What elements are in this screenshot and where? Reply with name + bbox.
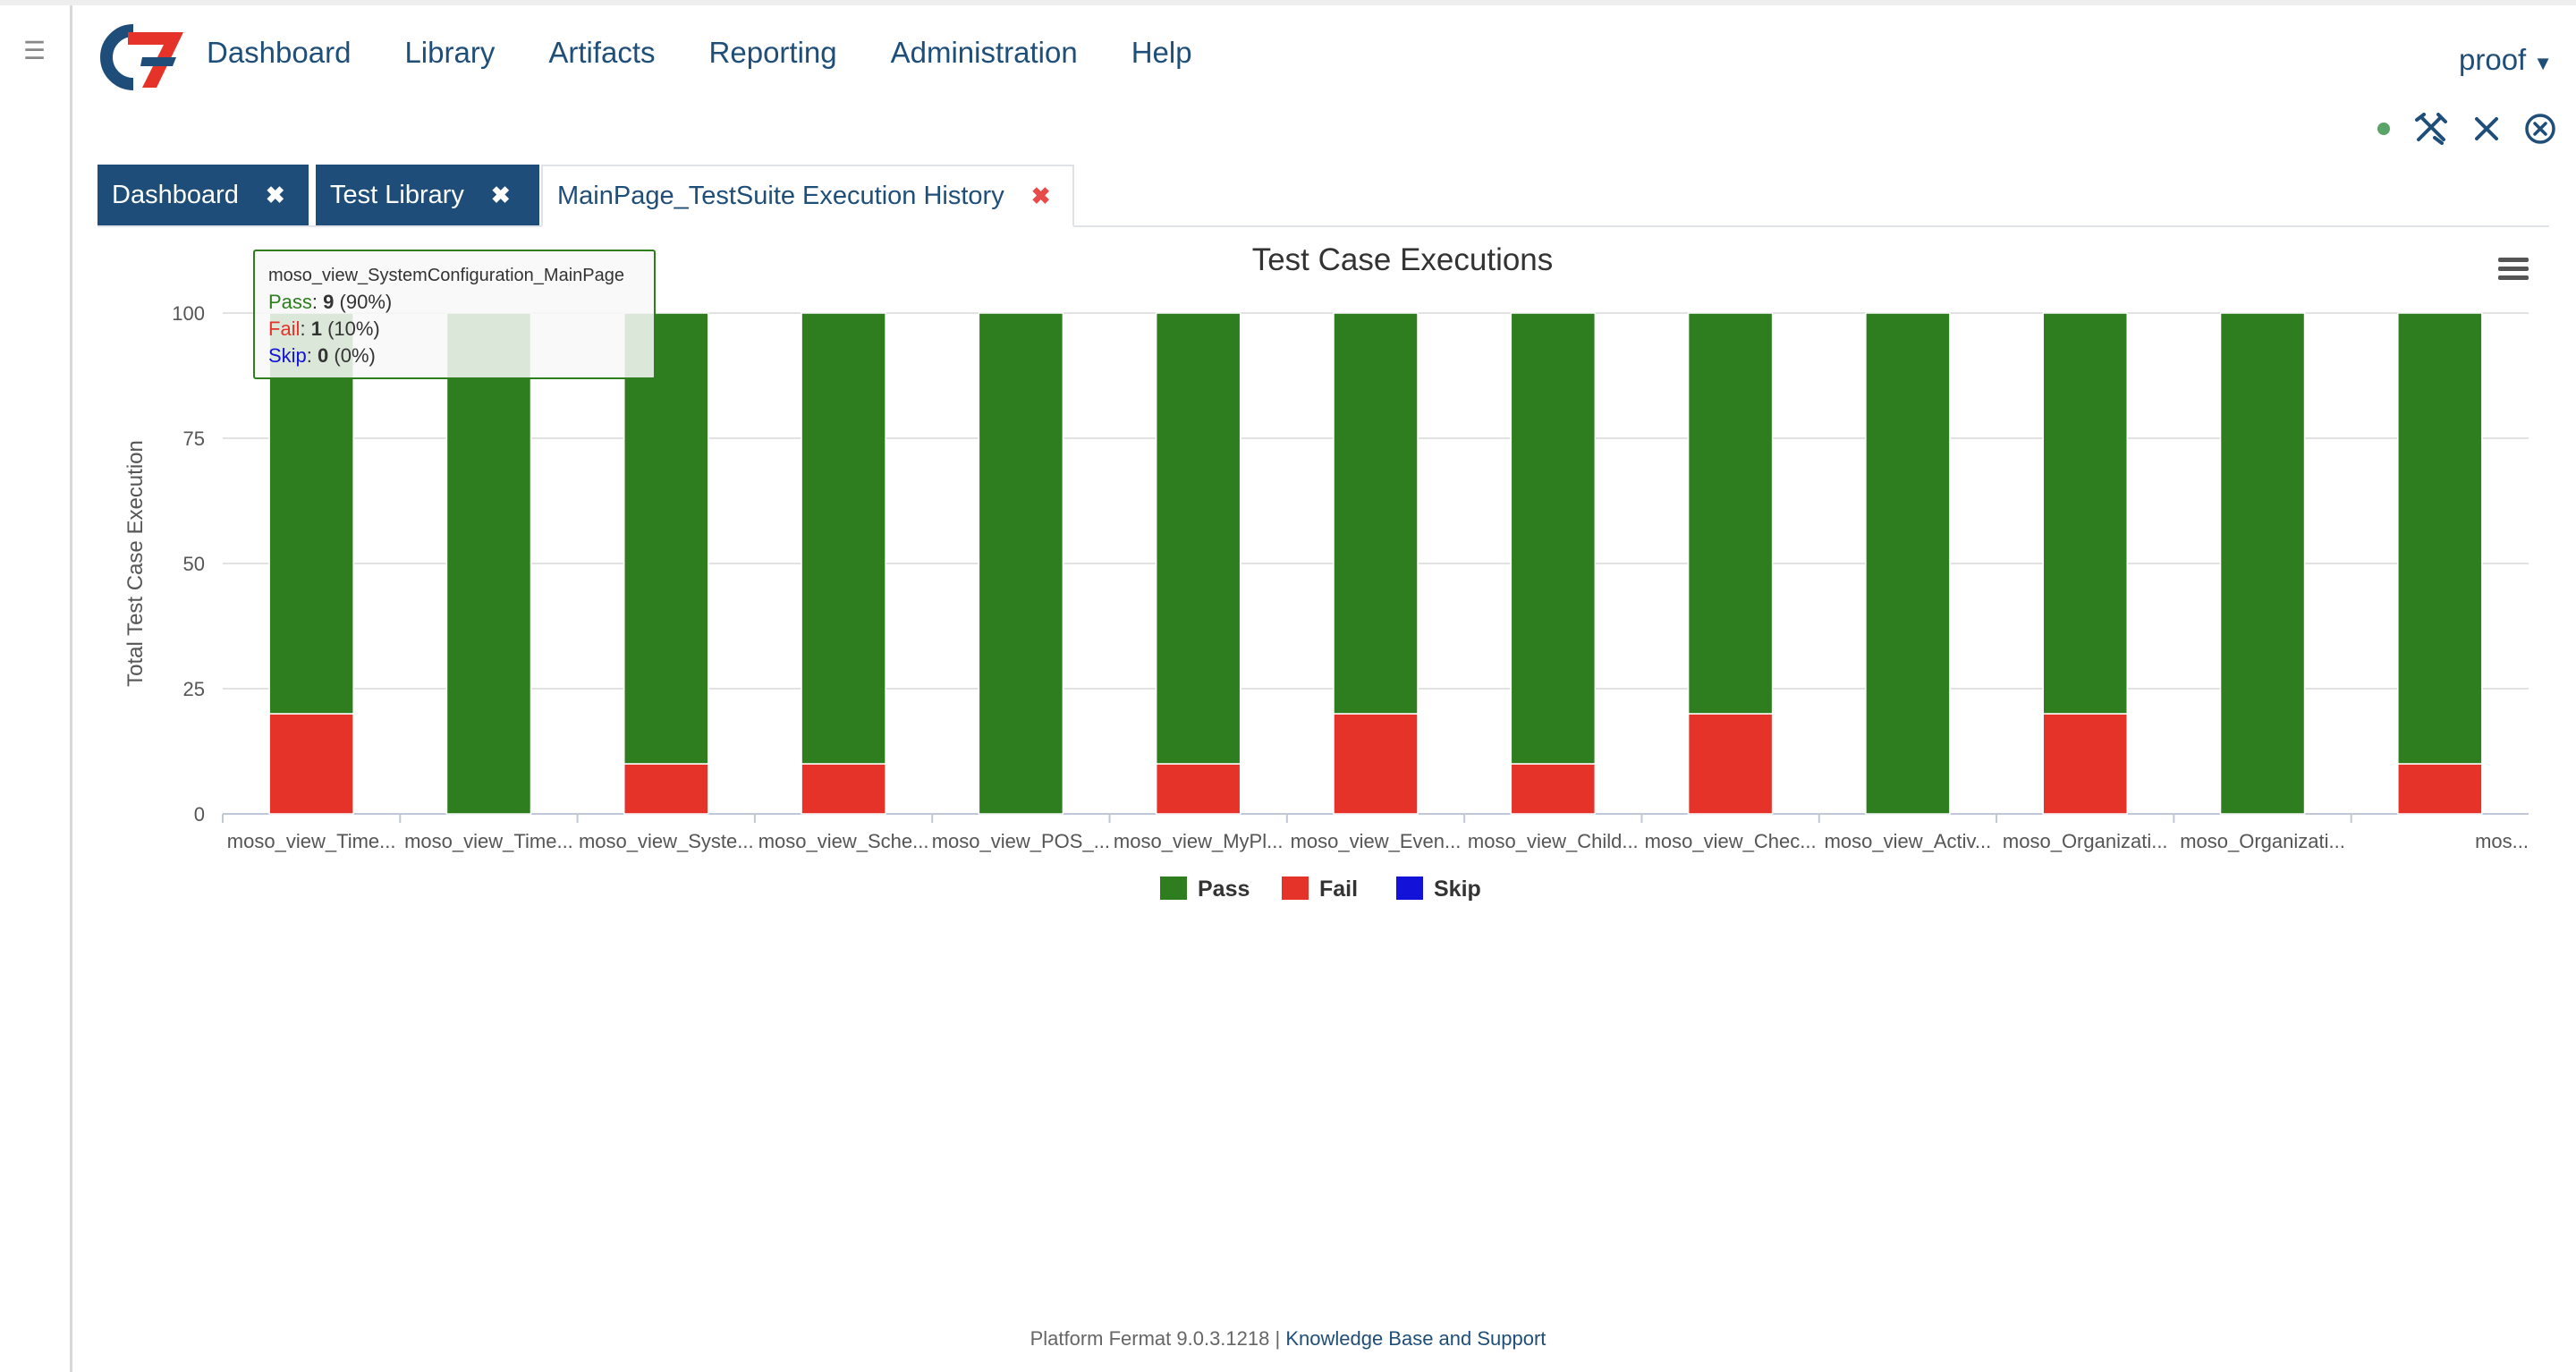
tooltip-pass-label: Pass xyxy=(268,291,312,313)
nav-reporting[interactable]: Reporting xyxy=(708,36,837,69)
x-tick-label: moso_view_Chec... xyxy=(1645,830,1817,852)
x-tick-label: moso_Organizati... xyxy=(2003,830,2168,852)
tooltip-skip-pct: (0%) xyxy=(334,344,376,367)
bar-pass xyxy=(1510,312,1597,765)
footer: Platform Fermat 9.0.3.1218 | Knowledge B… xyxy=(0,1327,2576,1351)
close-tab-icon[interactable]: ✖ xyxy=(265,181,285,208)
platform-version: Platform Fermat 9.0.3.1218 | xyxy=(1030,1327,1281,1350)
tools-icon[interactable] xyxy=(2413,113,2449,145)
bar-fail xyxy=(1155,763,1241,815)
nav-administration[interactable]: Administration xyxy=(890,36,1078,69)
y-tick-label: 75 xyxy=(183,428,205,450)
tooltip-pass-row: Pass: 9 (90%) xyxy=(268,291,393,313)
bar-pass xyxy=(1333,312,1419,715)
bar-fail xyxy=(801,763,886,815)
bar-pass xyxy=(978,312,1064,815)
toolbar xyxy=(2377,113,2556,145)
y-axis-label: Total Test Case Execution xyxy=(123,440,148,687)
header: Dashboard Library Artifacts Reporting Ad… xyxy=(72,5,2576,104)
legend-label-pass: Pass xyxy=(1198,877,1250,902)
tab-dashboard[interactable]: Dashboard ✖ xyxy=(97,165,309,225)
tooltip-pass-pct: (90%) xyxy=(339,291,393,313)
chart-menu-icon[interactable] xyxy=(2496,254,2530,289)
tooltip-skip-label: Skip xyxy=(268,344,307,367)
y-tick-label: 25 xyxy=(183,678,205,700)
chart-tooltip: moso_view_SystemConfiguration_MainPage P… xyxy=(253,250,656,379)
bar-pass xyxy=(1865,312,1951,815)
x-tick-label: moso_view_Sche... xyxy=(758,830,929,852)
tab-bar: Dashboard ✖ Test Library ✖ MainPage_Test… xyxy=(97,165,2549,227)
x-tick-label: mos... xyxy=(2475,830,2529,852)
bar-fail xyxy=(2042,713,2128,815)
bar-fail xyxy=(1510,763,1597,815)
tab-execution-history[interactable]: MainPage_TestSuite Execution History ✖ xyxy=(541,165,1074,227)
tab-label: Test Library xyxy=(330,180,464,209)
bar-pass xyxy=(1155,312,1241,765)
tab-label: Dashboard xyxy=(112,180,239,209)
bar-pass xyxy=(623,312,709,765)
user-menu[interactable]: proof ▼ xyxy=(2459,43,2553,77)
sidebar: ☰ xyxy=(0,5,72,1372)
tab-label: MainPage_TestSuite Execution History xyxy=(557,181,1004,210)
legend-swatch-fail xyxy=(1282,877,1309,900)
close-tab-icon[interactable]: ✖ xyxy=(490,181,511,208)
x-tick-label: moso_view_MyPl... xyxy=(1114,830,1284,852)
bar-fail xyxy=(1687,713,1774,815)
knowledge-base-link[interactable]: Knowledge Base and Support xyxy=(1285,1327,1546,1350)
x-tick-label: moso_view_POS_... xyxy=(932,830,1110,852)
logo-icon xyxy=(100,24,183,90)
legend-swatch-pass xyxy=(1160,877,1187,900)
caret-down-icon: ▼ xyxy=(2533,52,2553,74)
logo[interactable] xyxy=(97,21,191,97)
tooltip-fail-row: Fail: 1 (10%) xyxy=(268,318,380,340)
chart-title: Test Case Executions xyxy=(1252,242,1554,277)
bar-fail xyxy=(2397,763,2483,815)
bar-pass xyxy=(445,312,532,815)
legend-label-skip: Skip xyxy=(1434,877,1481,902)
x-tick-label: moso_view_Even... xyxy=(1291,830,1462,852)
close-circle-icon[interactable] xyxy=(2524,113,2556,145)
x-tick-label: moso_view_Activ... xyxy=(1825,830,1992,852)
tooltip-pass-value: 9 xyxy=(323,291,335,313)
y-tick-label: 0 xyxy=(194,803,205,826)
tooltip-fail-pct: (10%) xyxy=(327,318,380,340)
close-icon[interactable] xyxy=(2472,114,2501,143)
nav-dashboard[interactable]: Dashboard xyxy=(207,36,352,69)
sidebar-toggle-icon[interactable]: ☰ xyxy=(23,37,47,64)
test-case-executions-chart: Test Case Executions 0 25 50 75 100 Total Test… xyxy=(97,233,2548,930)
x-tick-label: moso_view_Time... xyxy=(404,830,573,852)
nav-artifacts[interactable]: Artifacts xyxy=(548,36,656,69)
chart-svg: Test Case Executions 0 25 50 75 100 Total Test… xyxy=(123,242,2529,902)
tab-test-library[interactable]: Test Library ✖ xyxy=(316,165,539,225)
tooltip-title: moso_view_SystemConfiguration_MainPage xyxy=(268,266,624,285)
close-tab-icon[interactable]: ✖ xyxy=(1030,182,1051,209)
bar-pass xyxy=(2397,312,2483,765)
y-tick-label: 50 xyxy=(183,553,205,575)
tooltip-fail-value: 1 xyxy=(310,318,322,340)
legend-label-fail: Fail xyxy=(1319,877,1358,902)
main-nav: Dashboard Library Artifacts Reporting Ad… xyxy=(207,36,1246,70)
y-tick-label: 100 xyxy=(172,302,205,325)
tooltip-skip-value: 0 xyxy=(318,344,329,367)
bar-pass xyxy=(2219,312,2306,815)
bar-fail xyxy=(268,713,354,815)
user-name: proof xyxy=(2459,43,2527,76)
status-dot-icon xyxy=(2377,123,2390,135)
tooltip-skip-row: Skip: 0 (0%) xyxy=(268,344,376,367)
top-border xyxy=(0,0,2576,5)
tooltip-fail-label: Fail xyxy=(268,318,301,340)
x-tick-label: moso_Organizati... xyxy=(2180,830,2345,852)
nav-library[interactable]: Library xyxy=(404,36,496,69)
x-tick-label: moso_view_Syste... xyxy=(579,830,754,852)
bar-fail xyxy=(1333,713,1419,815)
bar-pass xyxy=(268,312,354,715)
bar-pass xyxy=(2042,312,2128,715)
bar-fail xyxy=(623,763,709,815)
bar-pass xyxy=(801,312,886,765)
x-tick-label: moso_view_Time... xyxy=(227,830,396,852)
nav-help[interactable]: Help xyxy=(1131,36,1192,69)
x-tick-label: moso_view_Child... xyxy=(1468,830,1639,852)
bar-pass xyxy=(1687,312,1774,715)
legend-swatch-skip xyxy=(1396,877,1423,900)
